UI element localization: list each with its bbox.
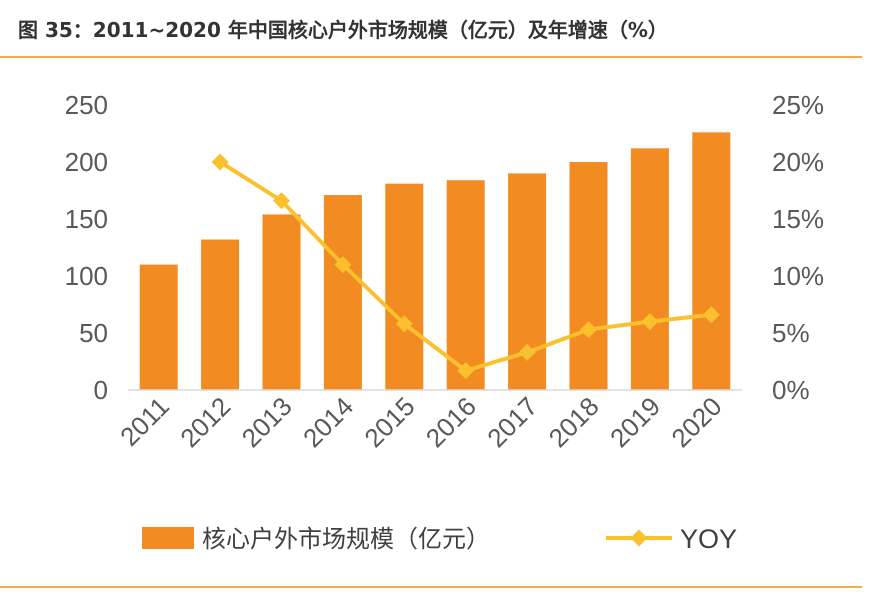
yoy-marker	[395, 315, 413, 333]
legend-line-label: YOY	[680, 524, 737, 554]
y-left-tick-label: 150	[65, 204, 108, 234]
bar-2014	[323, 195, 362, 390]
y-left-tick-label: 0	[94, 375, 108, 405]
yoy-marker	[211, 153, 229, 171]
y-left-tick-label: 250	[65, 90, 108, 120]
legend-line-marker	[630, 529, 648, 547]
x-tick-label: 2013	[236, 391, 298, 453]
bar-2020	[692, 132, 731, 391]
y-left-tick-label: 50	[79, 318, 108, 348]
x-tick-label: 2020	[665, 391, 727, 453]
chart-title: 图 35：2011~2020 年中国核心户外市场规模（亿元）及年增速（%）	[18, 18, 668, 42]
y-right-tick-label: 25%	[772, 90, 824, 120]
yoy-marker	[457, 362, 475, 380]
yoy-marker	[518, 343, 536, 361]
y-left-tick-label: 200	[65, 147, 108, 177]
x-tick-label: 2018	[543, 391, 605, 453]
footer-divider	[0, 586, 862, 588]
bar-2011	[139, 264, 178, 390]
legend-bar-label: 核心户外市场规模（亿元）	[202, 525, 490, 553]
bar-2016	[446, 180, 485, 390]
yoy-marker	[641, 313, 659, 331]
title-divider	[0, 56, 862, 58]
x-tick-label: 2015	[358, 391, 420, 453]
bar-2019	[630, 148, 669, 390]
yoy-marker	[702, 306, 720, 324]
bar-2015	[385, 183, 424, 390]
x-tick-label: 2016	[420, 391, 482, 453]
bar-2013	[262, 214, 301, 390]
y-right-tick-label: 0%	[772, 375, 810, 405]
yoy-marker	[273, 192, 290, 210]
x-tick-label: 2019	[604, 391, 666, 453]
y-right-tick-label: 5%	[772, 318, 810, 348]
legend-bar-swatch	[142, 527, 194, 549]
yoy-marker	[580, 321, 597, 339]
bar-2018	[569, 162, 608, 390]
x-tick-label: 2017	[481, 391, 543, 453]
x-tick-label: 2011	[114, 391, 175, 452]
yoy-marker	[334, 256, 352, 274]
y-right-tick-label: 20%	[772, 147, 824, 177]
bar-2012	[201, 239, 240, 390]
y-right-tick-label: 15%	[772, 204, 824, 234]
x-tick-label: 2014	[297, 391, 359, 453]
y-right-tick-label: 10%	[772, 261, 824, 291]
x-tick-label: 2012	[174, 391, 236, 453]
y-left-tick-label: 100	[65, 261, 108, 291]
